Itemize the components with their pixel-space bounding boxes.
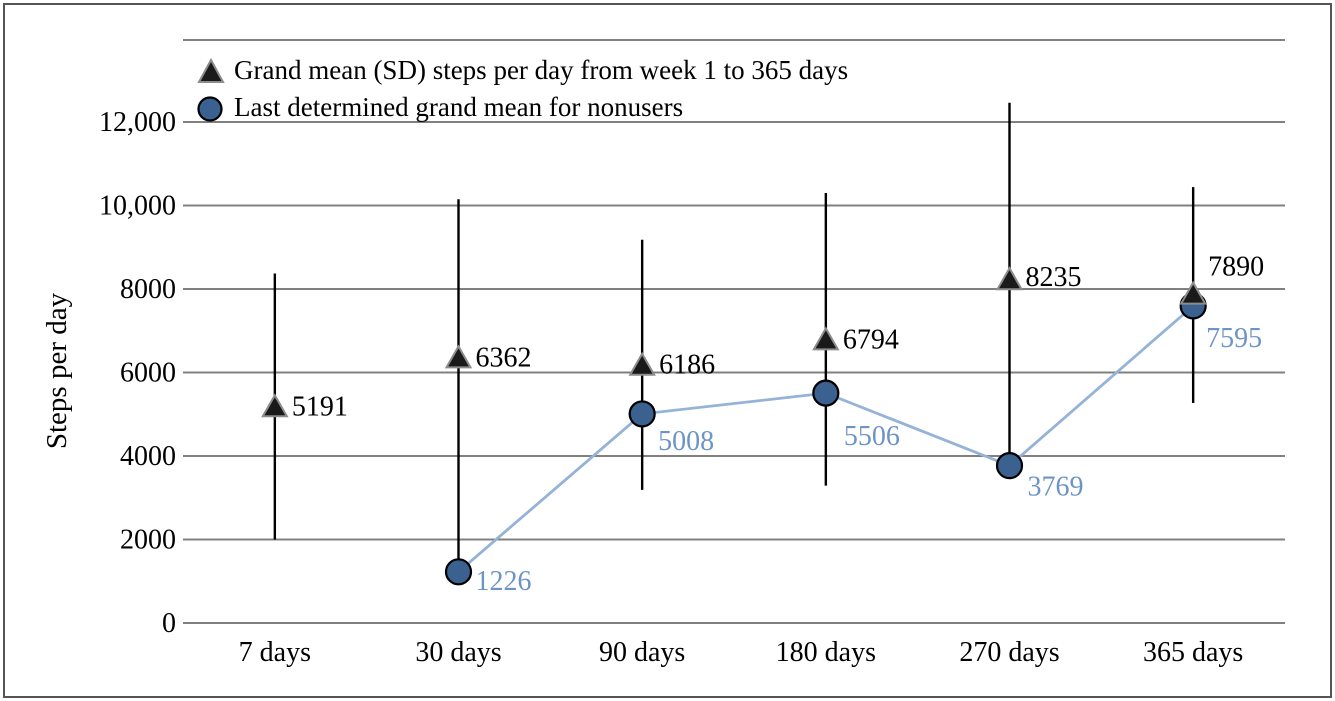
grand-mean-value-label: 8235 [1026,262,1082,293]
nonusers-value-label: 1226 [476,566,532,597]
nonusers-value-label: 3769 [1028,472,1084,503]
grand-mean-value-label: 6362 [476,342,532,373]
triangle-legend-icon [197,57,225,83]
grand-mean-triangle-marker [1179,280,1207,305]
grand-mean-value-label: 5191 [292,391,348,422]
x-tick-label: 7 days [239,637,311,668]
legend-label-grand-mean: Grand mean (SD) steps per day from week … [234,55,849,85]
nonusers-value-label: 5506 [844,421,900,452]
y-tick-label: 2000 [120,525,176,556]
x-tick-label: 90 days [599,637,685,668]
nonusers-circle-marker [444,558,473,586]
grand-mean-triangle-marker [812,326,840,351]
legend-item-grand-mean: Grand mean (SD) steps per day from week … [196,52,848,89]
x-tick-label: 30 days [415,637,501,668]
grand-mean-triangle-marker [261,393,289,418]
grand-mean-value-label: 6186 [659,350,715,381]
grid-layer [183,39,1285,624]
grand-mean-triangle-marker [995,266,1024,291]
nonusers-value-label: 5008 [658,426,714,457]
y-tick-label: 0 [162,608,176,639]
y-tick-label: 10,000 [99,191,176,222]
legend: Grand mean (SD) steps per day from week … [196,52,848,126]
legend-label-nonusers: Last determined grand mean for nonusers [234,92,684,122]
grand-mean-value-label: 6794 [843,324,899,355]
y-tick-label: 4000 [120,441,176,472]
y-tick-label: 8000 [120,274,176,305]
x-tick-label: 270 days [959,637,1059,668]
nonusers-value-label: 7595 [1206,323,1262,354]
nonusers-circle-marker [628,400,656,428]
x-tick-label: 180 days [776,637,876,668]
nonusers-circle-marker [995,452,1024,480]
circle-legend-icon [197,95,223,122]
y-tick-label: 6000 [120,358,176,389]
series-layer [261,102,1207,586]
grand-mean-value-label: 7890 [1208,252,1264,283]
y-axis-title: Steps per day [41,292,73,449]
grand-mean-triangle-marker [444,344,473,369]
label-layer: 0 2000 4000 6000 8000 10,000 12,000 7 days 30 da… [99,107,1264,668]
y-tick-label: 12,000 [99,107,176,138]
nonusers-circle-marker [812,379,840,407]
x-tick-label: 365 days [1143,637,1243,668]
legend-item-nonusers: Last determined grand mean for nonusers [196,89,848,126]
grand-mean-triangle-marker [628,351,656,376]
